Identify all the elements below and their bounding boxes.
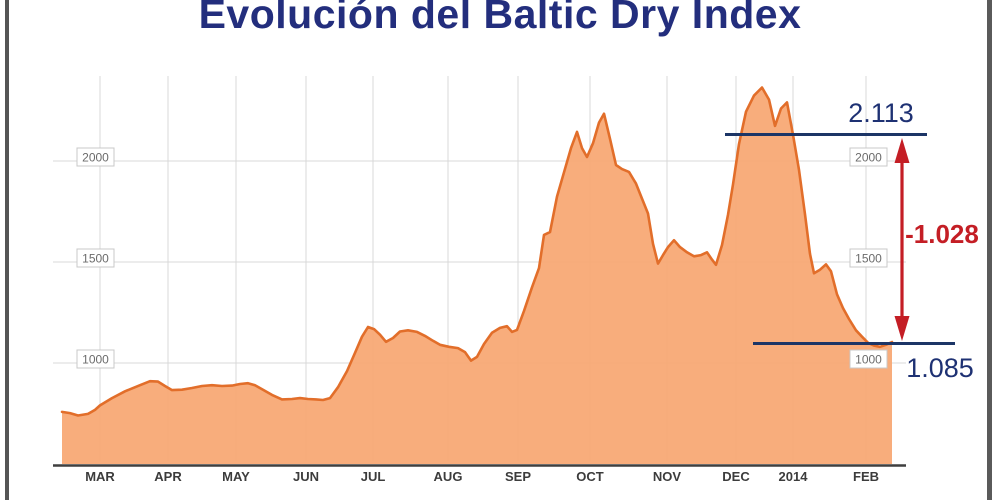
area-fill	[62, 87, 892, 464]
area-series	[60, 86, 894, 464]
x-tick-label-nov: NOV	[653, 469, 682, 484]
x-tick-label-jun: JUN	[293, 469, 319, 484]
decline-amount-label: -1.028	[905, 219, 979, 249]
x-tick-label-feb: FEB	[853, 469, 879, 484]
y-axis-label-boxes: 2000 1500 1000 2000 1500 1000	[76, 147, 888, 369]
annotations: 2.113 1.085 -1.028	[725, 98, 979, 383]
x-tick-label-jul: JUL	[361, 469, 386, 484]
x-tick-label-mar: MAR	[85, 469, 115, 484]
window-border-right	[987, 0, 992, 500]
x-tick-label-dec: DEC	[722, 469, 750, 484]
decline-arrow-head-down-icon	[894, 316, 910, 341]
y-axis-label-box-right	[849, 147, 888, 167]
y-axis-label-right: 1500	[855, 252, 882, 266]
y-axis-label-left: 1500	[82, 252, 109, 266]
x-tick-label-sep: SEP	[505, 469, 531, 484]
y-axis-label-left: 2000	[82, 151, 109, 165]
x-tick-label-oct: OCT	[576, 469, 604, 484]
low-value-label: 1.085	[906, 353, 974, 383]
y-axis-label-right: 2000	[855, 151, 882, 165]
window-border-left	[5, 0, 9, 500]
high-value-label: 2.113	[848, 98, 914, 128]
decline-arrow-head-up-icon	[894, 138, 910, 163]
series-line	[60, 86, 894, 417]
y-axis-label-left: 1000	[82, 353, 109, 367]
x-tick-label-apr: APR	[154, 469, 182, 484]
y-axis-label-box-right	[849, 349, 888, 369]
y-axis-label-box-left	[76, 248, 115, 268]
x-tick-label-aug: AUG	[434, 469, 463, 484]
x-tick-label-may: MAY	[222, 469, 250, 484]
y-axis-label-box-left	[76, 349, 115, 369]
y-axis-label-box-left	[76, 147, 115, 167]
x-axis-labels: MAR APR MAY JUN JUL AUG SEP OCT NOV DEC 2014 FEB	[85, 469, 879, 484]
y-axis-label-box-right	[849, 248, 888, 268]
x-tick-label-2014: 2014	[779, 469, 809, 484]
y-axis-label-right: 1000	[855, 353, 882, 367]
chart-title: Evolución del Baltic Dry Index	[198, 0, 802, 37]
